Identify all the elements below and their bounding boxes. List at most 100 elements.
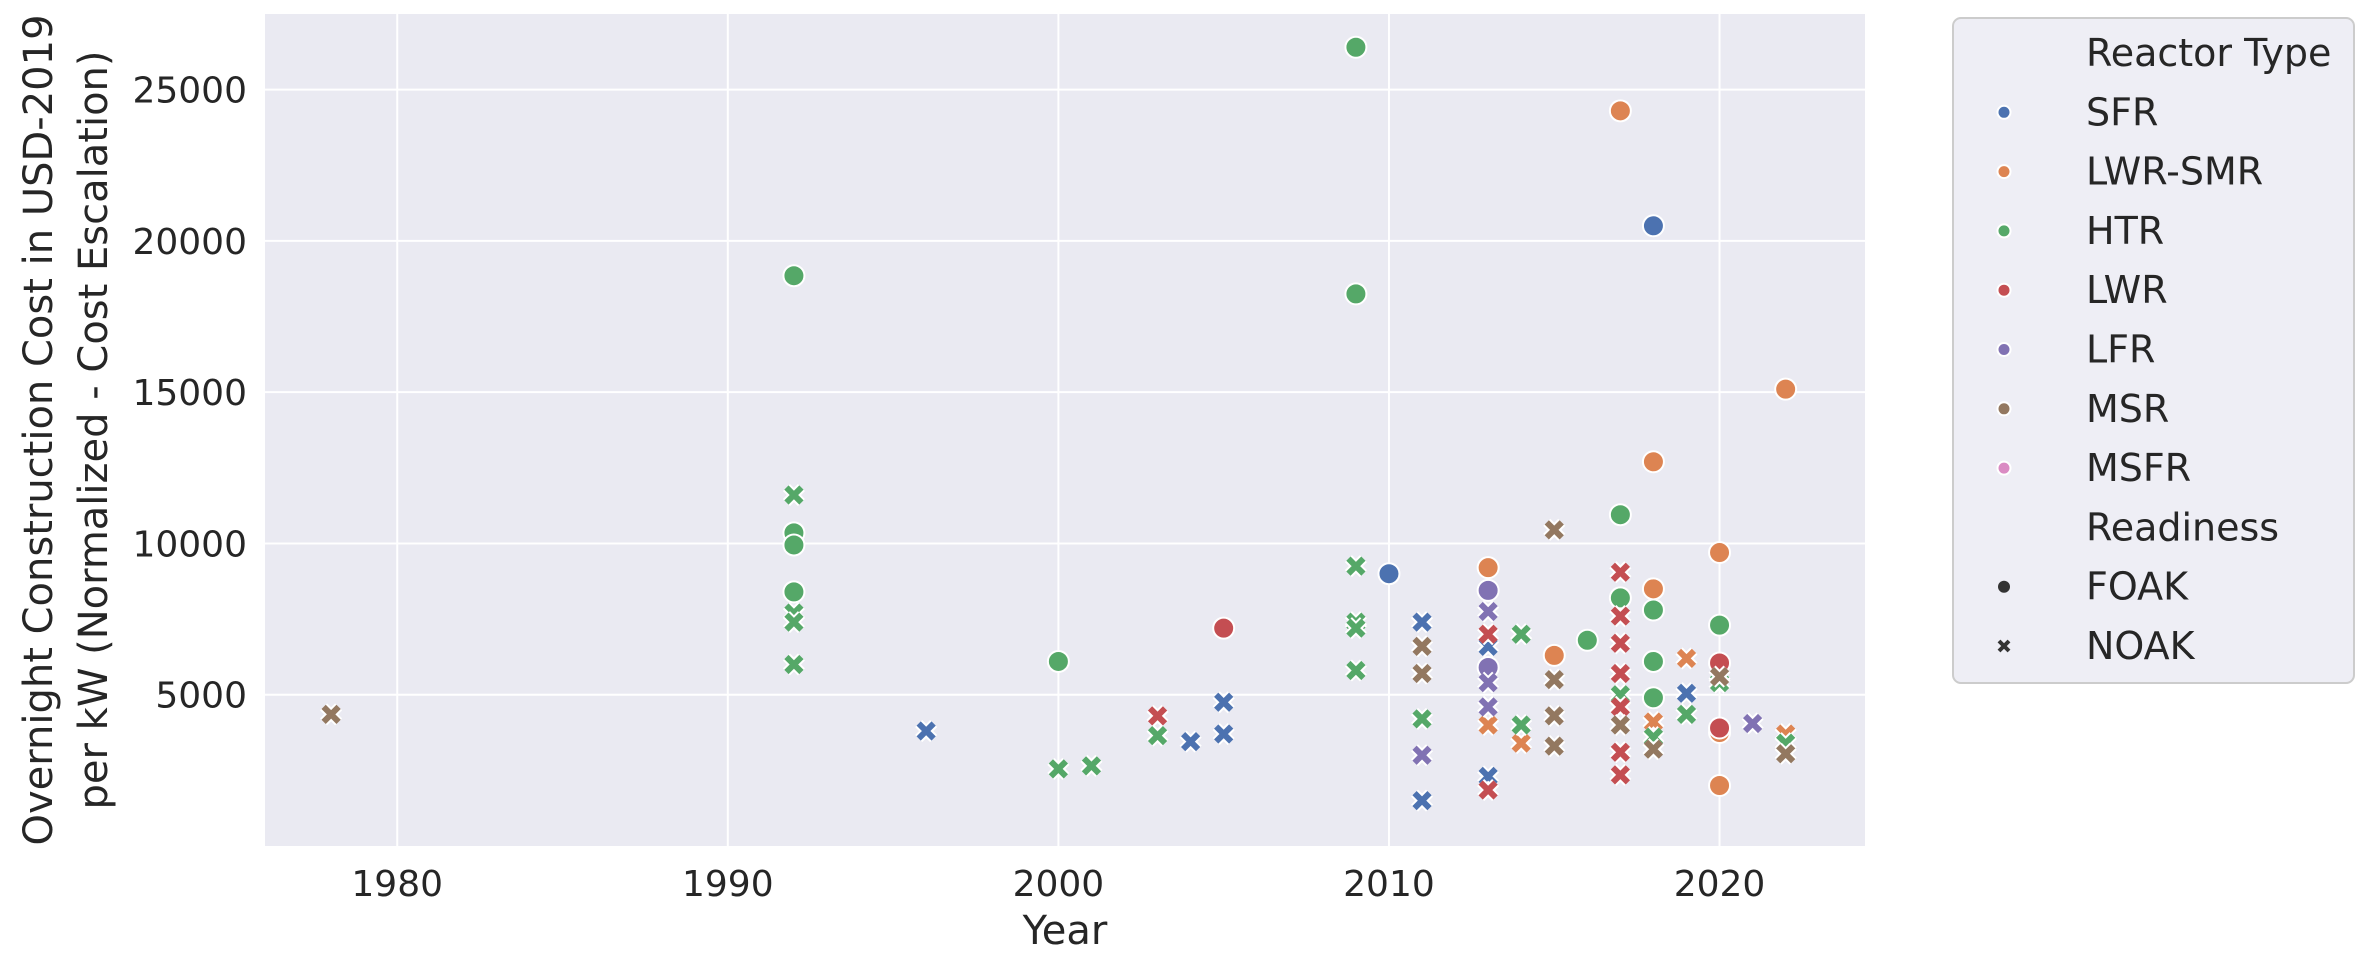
data-point-htr-noak bbox=[782, 484, 805, 507]
y-tick-label: 10000 bbox=[132, 524, 247, 565]
data-point-lwr-noak bbox=[1609, 662, 1632, 685]
y-axis-title-line-2: per kW (Normalized - Cost Escalation) bbox=[71, 50, 117, 809]
data-point-lwr-smr-noak bbox=[1477, 713, 1500, 737]
data-point-htr-noak bbox=[1510, 713, 1533, 737]
x-marker-stroke bbox=[1643, 739, 1664, 759]
data-point-htr-noak bbox=[1146, 724, 1169, 747]
x-marker-stroke bbox=[1412, 636, 1432, 656]
legend-marker-noak bbox=[1997, 639, 2011, 653]
x-marker-stroke bbox=[1478, 673, 1498, 693]
legend-box bbox=[1952, 17, 2355, 684]
data-point-htr-foak bbox=[1608, 586, 1632, 610]
data-point-lwr-noak bbox=[1609, 605, 1632, 628]
x-marker-stroke bbox=[1610, 715, 1630, 735]
x-marker-stroke bbox=[1610, 742, 1630, 762]
x-marker-stroke bbox=[1081, 756, 1102, 776]
data-point-htr-noak bbox=[1344, 617, 1367, 640]
y-axis-title-line-1: Overnight Construction Cost in USD-2019 bbox=[16, 14, 62, 845]
legend-marker-sfr bbox=[1996, 104, 2012, 120]
data-point-htr-noak bbox=[782, 653, 805, 676]
data-point-htr-noak bbox=[1047, 757, 1070, 780]
data-point-msr-noak bbox=[1410, 662, 1434, 685]
legend-marker-lwr-smr bbox=[1996, 164, 2012, 180]
data-point-lwr-smr-foak bbox=[1542, 643, 1566, 667]
legend-label-lwr: LWR bbox=[2086, 268, 2168, 312]
legend-label-lfr: LFR bbox=[2086, 328, 2155, 372]
data-point-sfr-noak bbox=[915, 719, 938, 743]
x-marker-stroke bbox=[1544, 520, 1564, 540]
x-marker-stroke bbox=[1544, 706, 1564, 726]
x-marker-stroke bbox=[1676, 648, 1697, 669]
x-marker-stroke bbox=[1544, 669, 1564, 690]
data-point-sfr-noak bbox=[1675, 682, 1698, 705]
data-point-lwr-smr-foak bbox=[1708, 773, 1732, 797]
x-marker-stroke bbox=[1147, 706, 1168, 726]
data-point-htr-foak bbox=[1708, 613, 1732, 637]
data-point-msr-noak bbox=[1543, 735, 1566, 758]
x-marker-stroke bbox=[1346, 556, 1366, 576]
x-marker-stroke bbox=[1511, 733, 1531, 753]
data-point-htr-noak bbox=[1510, 623, 1533, 646]
data-point-htr-foak bbox=[1608, 503, 1632, 527]
x-marker-stroke bbox=[1180, 732, 1201, 752]
x-marker-stroke bbox=[1610, 697, 1630, 717]
data-point-htr-noak bbox=[1410, 707, 1434, 730]
data-point-lwr-smr-foak bbox=[1708, 541, 1732, 565]
x-marker-stroke bbox=[1610, 606, 1630, 626]
legend-label-lwr-smr: LWR-SMR bbox=[2086, 150, 2263, 194]
x-marker-stroke bbox=[1478, 780, 1498, 800]
data-point-lfr-noak bbox=[1477, 671, 1500, 694]
x-marker-stroke bbox=[784, 485, 804, 505]
data-point-htr-foak bbox=[782, 580, 806, 604]
data-point-lfr-noak bbox=[1410, 744, 1434, 767]
data-point-htr-foak bbox=[1575, 628, 1599, 652]
data-point-htr-foak bbox=[1641, 649, 1665, 673]
x-marker-stroke bbox=[1214, 724, 1234, 744]
data-point-lwr-noak bbox=[1477, 778, 1500, 802]
data-point-lwr-smr-noak bbox=[1642, 710, 1665, 733]
data-point-msr-noak bbox=[1543, 518, 1566, 541]
legend-label-msr: MSR bbox=[2086, 387, 2169, 431]
x-marker-stroke bbox=[1544, 736, 1564, 756]
x-marker-stroke bbox=[1478, 601, 1498, 622]
x-marker-stroke bbox=[1346, 618, 1366, 638]
data-point-lfr-noak bbox=[1741, 712, 1764, 735]
data-point-lfr-foak bbox=[1476, 578, 1500, 602]
legend-marker-foak bbox=[1998, 580, 2010, 593]
x-marker-stroke bbox=[1412, 790, 1432, 811]
y-tick-label: 15000 bbox=[132, 373, 247, 414]
legend-label-noak: NOAK bbox=[2086, 624, 2196, 668]
data-point-lwr-smr-foak bbox=[1476, 556, 1500, 580]
x-tick-label: 1990 bbox=[682, 864, 774, 905]
legend: Reactor Type SFR LWR-SMR HTR LWR LFR MSR MSFR Re… bbox=[1952, 17, 2355, 684]
data-point-htr-foak bbox=[1641, 686, 1665, 710]
data-point-sfr-noak bbox=[1179, 730, 1202, 753]
data-point-lwr-smr-foak bbox=[1641, 577, 1665, 601]
legend-marker-htr bbox=[1996, 223, 2012, 239]
x-marker-stroke bbox=[1709, 666, 1730, 687]
y-tick-label: 25000 bbox=[132, 71, 247, 112]
data-point-lwr-noak bbox=[1609, 632, 1632, 655]
data-point-msr-noak bbox=[1543, 704, 1566, 727]
data-point-htr-noak bbox=[1080, 754, 1103, 777]
data-point-htr-foak bbox=[782, 264, 806, 288]
x-marker-stroke bbox=[1511, 715, 1531, 735]
data-point-lwr-smr-foak bbox=[1641, 450, 1665, 474]
x-marker-stroke bbox=[1676, 704, 1697, 725]
data-point-htr-foak bbox=[1344, 35, 1368, 59]
data-point-htr-foak bbox=[1344, 282, 1368, 306]
legend-label-msfr: MSFR bbox=[2086, 446, 2191, 490]
data-point-htr-noak bbox=[1675, 703, 1698, 726]
legend-label-sfr: SFR bbox=[2086, 90, 2158, 134]
x-marker-stroke bbox=[321, 704, 341, 725]
data-point-msr-noak bbox=[320, 703, 343, 726]
data-point-lfr-foak bbox=[1476, 655, 1500, 679]
legend-label-htr: HTR bbox=[2086, 209, 2164, 253]
x-marker-stroke bbox=[1214, 692, 1234, 712]
legend-label-foak: FOAK bbox=[2086, 565, 2189, 609]
data-point-lwr-foak bbox=[1212, 616, 1236, 640]
data-point-lwr-noak bbox=[1609, 561, 1632, 584]
x-marker-stroke bbox=[1346, 660, 1366, 681]
data-point-lwr-smr-foak bbox=[1608, 99, 1632, 123]
data-point-msr-noak bbox=[1543, 668, 1566, 691]
